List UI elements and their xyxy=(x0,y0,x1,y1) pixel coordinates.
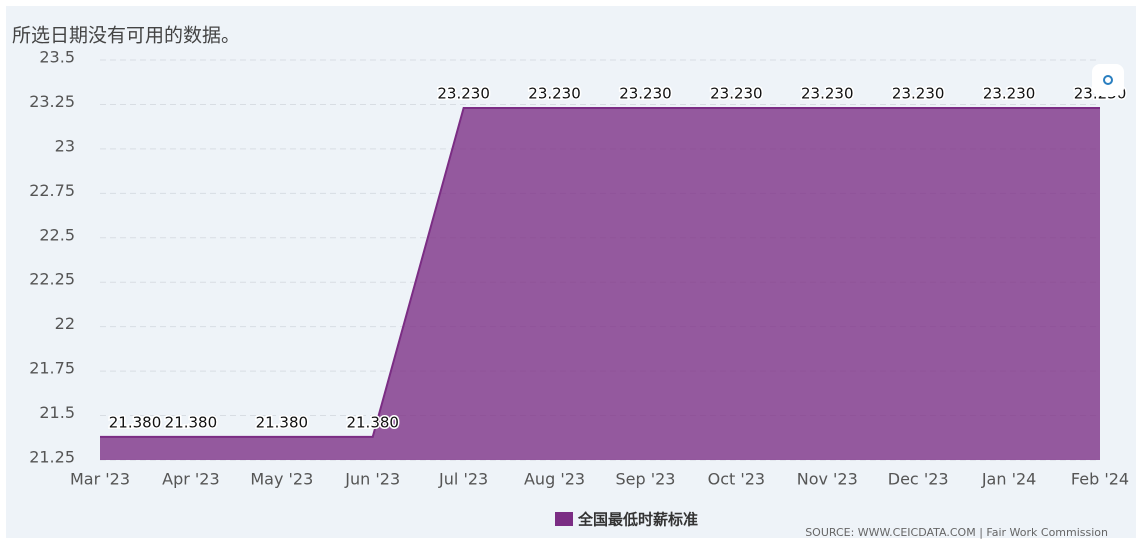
zoom-icon[interactable] xyxy=(1092,64,1124,96)
x-tick-label: Jun '23 xyxy=(344,470,400,489)
x-tick-label: Jul '23 xyxy=(438,470,488,489)
data-label: 23.230 xyxy=(710,85,763,103)
legend-swatch xyxy=(555,512,573,526)
data-label: 23.230 xyxy=(801,85,854,103)
source: SOURCE: WWW.CEICDATA.COM | Fair Work Com… xyxy=(805,526,1108,539)
legend: 全国最低时薪标准 xyxy=(555,511,698,529)
zoom-glyph xyxy=(1103,75,1113,85)
x-tick-label: Aug '23 xyxy=(524,470,585,489)
line xyxy=(100,107,1100,438)
x-tick-label: Oct '23 xyxy=(708,470,766,489)
x-tick-label: Mar '23 xyxy=(70,470,130,489)
data-label: 21.380 xyxy=(109,413,162,431)
y-tick-label: 23.5 xyxy=(39,48,75,67)
y-tick-label: 21.75 xyxy=(29,359,75,378)
data-label: 21.380 xyxy=(256,413,309,431)
y-tick-label: 22.25 xyxy=(29,270,75,289)
chart-title: 所选日期没有可用的数据。 xyxy=(12,25,240,47)
y-tick-label: 22 xyxy=(55,314,75,333)
x-tick-label: Feb '24 xyxy=(1071,470,1129,489)
y-tick-label: 21.25 xyxy=(29,448,75,467)
x-tick-label: Dec '23 xyxy=(888,470,949,489)
data-label: 23.230 xyxy=(528,85,581,103)
data-label: 21.380 xyxy=(165,413,218,431)
data-label: 23.230 xyxy=(619,85,672,103)
y-tick-label: 21.5 xyxy=(39,403,75,422)
data-label: 23.230 xyxy=(892,85,945,103)
area xyxy=(100,108,1100,460)
x-tick-label: Jan '24 xyxy=(981,470,1037,489)
x-tick-label: Nov '23 xyxy=(797,470,858,489)
data-label: 23.230 xyxy=(437,85,490,103)
data-label: 21.380 xyxy=(346,413,399,431)
y-tick-label: 22.5 xyxy=(39,225,75,244)
x-tick-label: Apr '23 xyxy=(162,470,220,489)
zoom-button[interactable] xyxy=(1092,64,1124,96)
legend-label: 全国最低时薪标准 xyxy=(577,511,698,529)
data-label: 23.230 xyxy=(983,85,1036,103)
x-tick-label: Sep '23 xyxy=(615,470,675,489)
y-tick-label: 22.75 xyxy=(29,181,75,200)
y-tick-label: 23 xyxy=(55,136,75,155)
y-tick-label: 23.25 xyxy=(29,92,75,111)
x-tick-label: May '23 xyxy=(250,470,313,489)
